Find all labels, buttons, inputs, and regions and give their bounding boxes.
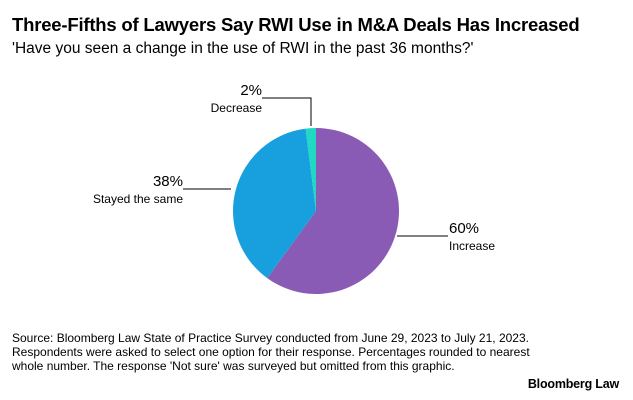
pie-chart: 60% Increase 38% Stayed the same 2% Decrease	[93, 82, 495, 294]
slice-value-label-decrease: 2%	[240, 82, 262, 99]
slice-value-label-increase: 60%	[449, 220, 479, 237]
callout-line-decrease	[262, 97, 312, 126]
slice-label-stayed-the-same: Stayed the same	[93, 192, 183, 206]
slice-value-label-stayed-the-same: 38%	[153, 173, 183, 190]
slice-label-decrease: Decrease	[211, 101, 263, 115]
brand-logo: Bloomberg Law	[527, 377, 619, 391]
chart-title: Three-Fifths of Lawyers Say RWI Use in M…	[12, 14, 580, 35]
slice-label-increase: Increase	[449, 239, 495, 253]
chart-subtitle: 'Have you seen a change in the use of RW…	[12, 40, 474, 57]
source-note: Source: Bloomberg Law State of Practice …	[12, 331, 530, 373]
pie-slice-increase	[267, 128, 400, 294]
pie-slice-stayed-the-same	[233, 128, 316, 279]
pie-slice-decrease	[305, 128, 316, 211]
